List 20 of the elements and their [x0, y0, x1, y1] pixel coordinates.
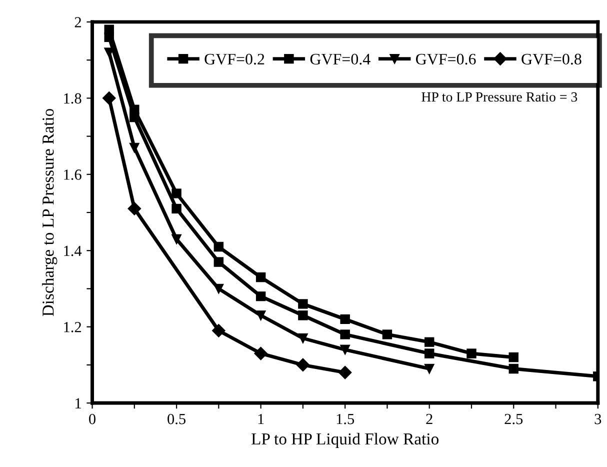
y-tick-label: 1.6 — [64, 170, 82, 180]
legend-label: GVF=0.2 — [204, 54, 264, 65]
y-tick-label: 1.8 — [64, 93, 82, 104]
y-tick-label: 1.2 — [64, 322, 82, 332]
y-axis-title: Discharge to LP Pressure Ratio — [42, 108, 58, 316]
x-tick-label: 2.5 — [504, 414, 523, 424]
x-tick-label: 1 — [258, 414, 264, 424]
x-tick-label: 2 — [426, 414, 432, 424]
y-tick-label: 1.4 — [64, 246, 82, 256]
x-tick-label: 0.5 — [168, 414, 186, 424]
x-tick-label: 3 — [594, 414, 602, 424]
legend-label: GVF=0.6 — [416, 54, 476, 65]
x-axis-title: LP to HP Liquid Flow Ratio — [252, 432, 439, 448]
y-tick-label: 1 — [76, 398, 81, 408]
y-tick-label: 2 — [74, 17, 82, 28]
x-tick-label: 1.5 — [336, 414, 354, 424]
annotation: HP to LP Pressure Ratio = 3 — [422, 92, 578, 102]
x-tick-label: 0 — [89, 414, 96, 424]
legend-label: GVF=0.8 — [522, 54, 582, 65]
legend-label: GVF=0.4 — [310, 54, 370, 65]
